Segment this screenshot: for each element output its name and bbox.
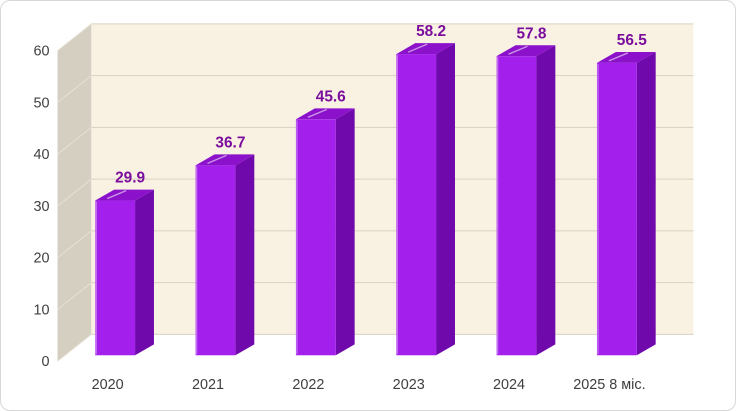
bar-front-face: [195, 165, 236, 356]
bar-2022[interactable]: [295, 108, 355, 356]
bar-side-face: [436, 43, 455, 356]
x-axis-label-2024: 2024: [493, 377, 525, 393]
bar-top-gloss: [106, 189, 127, 200]
gridline-side: [57, 23, 92, 52]
data-label-2023: 58.2: [416, 23, 446, 40]
bar-top-gloss: [307, 108, 328, 118]
bar-front-face: [295, 119, 336, 356]
y-axis-tick-label: 10: [34, 302, 50, 318]
x-axis-label-2021: 2021: [192, 377, 224, 393]
bar-top-gloss: [508, 45, 528, 55]
y-axis-tick-label: 50: [34, 95, 50, 111]
x-axis-label-2023: 2023: [393, 377, 425, 393]
bar-2025 8 міс.[interactable]: [596, 51, 656, 356]
x-axis-label-2025 8 міс.: 2025 8 міс.: [573, 377, 645, 393]
y-axis-tick-label: 0: [42, 354, 50, 370]
gridline-side: [57, 230, 92, 259]
bar-side-face: [636, 51, 656, 356]
y-axis-tick-label: 30: [34, 199, 50, 215]
bar-front-face: [95, 200, 136, 356]
bar-top-gloss: [608, 52, 629, 62]
gridline-side: [57, 126, 92, 155]
bar-2023[interactable]: [396, 43, 455, 356]
bar-front-face: [496, 56, 537, 356]
data-label-2021: 36.7: [215, 134, 245, 151]
x-axis-label-2022: 2022: [292, 377, 324, 393]
data-label-2024: 57.8: [516, 25, 546, 42]
gridline-side: [57, 282, 92, 310]
x-axis-label-2020: 2020: [92, 377, 124, 393]
data-label-2025 8 міс.: 56.5: [617, 32, 647, 49]
bar-front-face: [396, 54, 437, 356]
y-axis-tick-label: 40: [34, 147, 50, 163]
bar-side-face: [335, 108, 355, 356]
gridline-side: [57, 178, 92, 207]
bar-side-face: [536, 45, 556, 356]
bar-top-gloss: [407, 43, 428, 53]
bar-2024[interactable]: [496, 45, 556, 356]
y-axis-tick-label: 60: [34, 44, 50, 60]
gridline-side: [57, 75, 92, 103]
bar-2020[interactable]: [95, 189, 154, 356]
y-axis-tick-label: 20: [34, 251, 50, 267]
gridline-side: [57, 333, 92, 362]
bar-front-face: [596, 62, 637, 356]
data-label-2022: 45.6: [316, 88, 346, 105]
bar-top-gloss: [207, 154, 227, 165]
bar-2021[interactable]: [195, 154, 255, 356]
data-label-2020: 29.9: [115, 170, 145, 187]
bar-side-face: [235, 154, 255, 356]
bar-side-face: [135, 189, 154, 356]
